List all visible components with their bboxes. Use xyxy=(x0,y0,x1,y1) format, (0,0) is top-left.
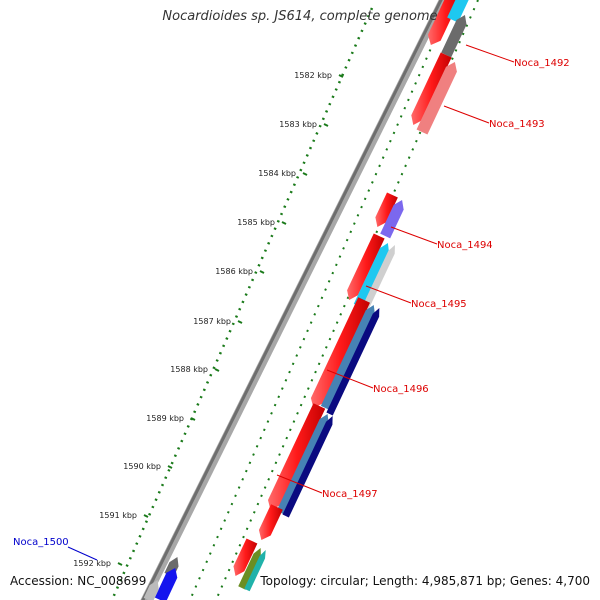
tick-label: 1591 kbp xyxy=(99,511,137,520)
gene-arrow xyxy=(416,62,457,135)
gene-label: Noca_1496 xyxy=(373,384,429,395)
tick-label: 1586 kbp xyxy=(215,267,253,276)
gene-label: Noca_1493 xyxy=(489,119,545,130)
gene-label: Noca_1500 xyxy=(13,537,69,548)
label-leader xyxy=(443,105,490,124)
label-leader xyxy=(326,369,374,389)
kbp-ruler xyxy=(110,7,374,600)
topology-text: Topology: circular; Length: 4,985,871 bp… xyxy=(260,574,590,588)
gene-arrow xyxy=(326,308,380,416)
gene-arrow xyxy=(244,550,266,592)
label-layer: Noca_1492 Noca_1493 Noca_1494 Noca_1495 Noca… xyxy=(13,44,570,561)
track-border-left xyxy=(189,0,453,600)
tick-mark xyxy=(143,514,149,518)
label-leader xyxy=(465,44,515,63)
gene-arrow xyxy=(447,0,469,23)
tick-mark xyxy=(237,320,243,324)
map-title: Nocardioides sp. JS614, complete genome xyxy=(162,9,438,24)
gene-label: Noca_1495 xyxy=(411,299,467,310)
tick-mark xyxy=(281,221,287,225)
tick-mark xyxy=(302,172,308,176)
tick-label: 1587 kbp xyxy=(193,317,231,326)
gene-arrow xyxy=(282,416,333,518)
label-leader xyxy=(276,474,323,494)
gene-arrow xyxy=(380,200,404,239)
tick-label: 1592 kbp xyxy=(73,559,111,568)
backbone-outer-line xyxy=(140,0,448,600)
tick-mark xyxy=(190,417,196,421)
backbone xyxy=(140,0,448,600)
tick-label: 1583 kbp xyxy=(279,120,317,129)
gene-arrow xyxy=(238,548,261,590)
tick-label: 1589 kbp xyxy=(146,414,184,423)
gene-arrow xyxy=(347,233,385,300)
gene-arrow xyxy=(143,580,159,600)
accession-text: Accession: NC_008699 xyxy=(10,574,147,588)
tick-mark xyxy=(214,368,220,372)
gene-label: Noca_1494 xyxy=(437,240,493,251)
tick-mark xyxy=(323,123,329,127)
backbone-inner-line xyxy=(141,0,443,600)
tick-label: 1582 kbp xyxy=(294,71,332,80)
gene-arrow xyxy=(320,305,375,411)
gene-arrow xyxy=(411,52,452,126)
feature-layer xyxy=(143,0,469,600)
tick-mark xyxy=(117,562,123,566)
gene-label: Noca_1492 xyxy=(514,58,570,69)
gene-arrow xyxy=(276,414,329,516)
gene-arrow xyxy=(154,568,178,600)
gene-arrow xyxy=(353,243,390,309)
tick-label: 1585 kbp xyxy=(237,218,275,227)
label-leader xyxy=(365,285,412,304)
tick-layer: 1582 kbp 1583 kbp 1584 kbp 1585 kbp 1586 kbp… xyxy=(73,71,344,568)
gene-arrow xyxy=(310,297,370,408)
gene-arrow xyxy=(358,245,395,318)
tick-label: 1590 kbp xyxy=(123,462,161,471)
gene-label: Noca_1497 xyxy=(322,489,378,500)
gene-arrow xyxy=(375,192,398,227)
tick-mark xyxy=(167,465,173,469)
label-leader xyxy=(67,546,98,561)
tick-label: 1584 kbp xyxy=(258,169,296,178)
tick-label: 1588 kbp xyxy=(170,365,208,374)
tick-mark xyxy=(338,74,344,78)
tick-mark xyxy=(259,270,265,274)
gene-arrow xyxy=(268,403,326,510)
gene-arrow xyxy=(258,504,283,540)
gene-arrow xyxy=(441,15,467,58)
label-leader xyxy=(390,226,438,245)
gene-arrow xyxy=(233,538,258,576)
